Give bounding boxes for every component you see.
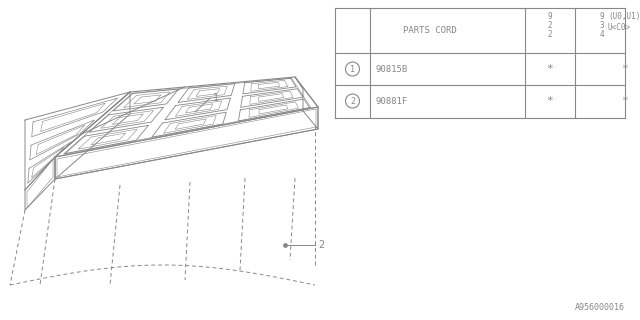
Text: 9
3
4: 9 3 4 <box>600 12 605 39</box>
Text: 90881F: 90881F <box>375 97 407 106</box>
Text: PARTS CORD: PARTS CORD <box>403 26 457 35</box>
Text: 1: 1 <box>350 65 355 74</box>
Text: *: * <box>547 96 554 106</box>
Text: *: * <box>547 64 554 74</box>
Text: 1: 1 <box>213 93 219 103</box>
Text: A956000016: A956000016 <box>575 303 625 312</box>
Text: (U0,U1)
U<C0>: (U0,U1) U<C0> <box>608 12 640 32</box>
Text: 9
2
2: 9 2 2 <box>548 12 552 39</box>
Text: *: * <box>621 96 628 106</box>
Text: *: * <box>621 64 628 74</box>
Text: 2: 2 <box>350 97 355 106</box>
Text: 90815B: 90815B <box>375 65 407 74</box>
Text: 2: 2 <box>318 240 324 250</box>
